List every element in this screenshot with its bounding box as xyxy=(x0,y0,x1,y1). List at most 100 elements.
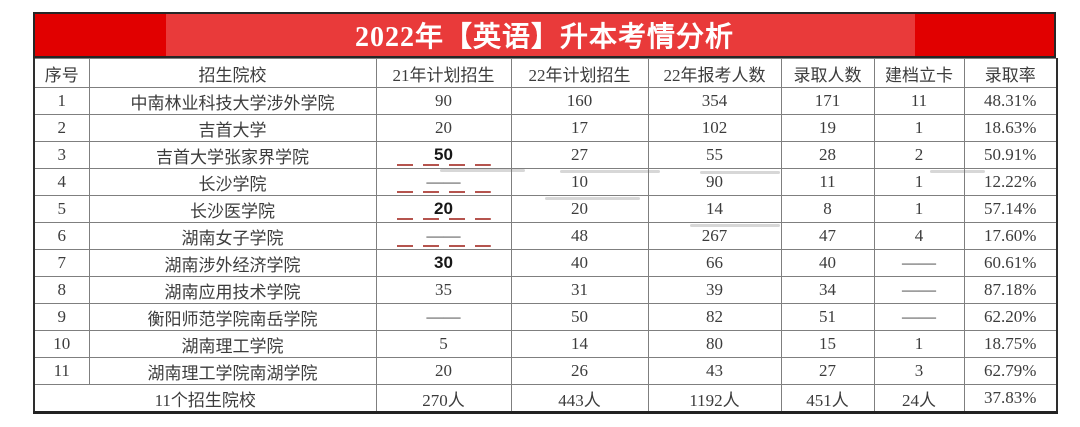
archived-card-cell: —— xyxy=(873,303,965,331)
admitted-cell: 51 xyxy=(780,303,875,331)
seq-cell: 9 xyxy=(33,303,90,331)
archived-card-cell: 1 xyxy=(873,168,965,196)
table-row: 11 湖南理工学院南湖学院 20 26 43 27 3 62.79% xyxy=(33,357,1058,385)
archived-card-cell: 3 xyxy=(873,357,965,385)
admitted-cell: 171 xyxy=(780,87,875,115)
total-row: 11个招生院校 270人 443人 1192人 451人 24人 37.83% xyxy=(33,384,1058,414)
admission-rate-cell: 18.63% xyxy=(963,114,1058,142)
col-header-plan-2022: 22年计划招生 xyxy=(510,58,649,88)
title-banner: 2022年【英语】升本考情分析 xyxy=(33,12,1056,58)
applicants-2022-cell: 43 xyxy=(647,357,782,385)
archived-card-cell: 1 xyxy=(873,114,965,142)
school-cell: 湖南涉外经济学院 xyxy=(88,249,377,277)
col-header-admission-rate: 录取率 xyxy=(963,58,1058,88)
page-title: 2022年【英语】升本考情分析 xyxy=(354,22,734,53)
admitted-cell: 28 xyxy=(780,141,875,169)
plan-2021-cell: —— xyxy=(375,168,512,196)
col-header-admitted: 录取人数 xyxy=(780,58,875,88)
plan-2022-cell: 10 xyxy=(510,168,649,196)
plan-2021-cell: —— xyxy=(375,303,512,331)
archived-card-cell: 1 xyxy=(873,330,965,358)
plan-2021-cell: 20 xyxy=(375,114,512,142)
total-plan-2021-cell: 270人 xyxy=(375,384,512,414)
seq-cell: 8 xyxy=(33,276,90,304)
school-cell: 湖南女子学院 xyxy=(88,222,377,250)
header-row: 序号 招生院校 21年计划招生 22年计划招生 22年报考人数 录取人数 建档立… xyxy=(33,58,1058,88)
total-plan-2022-cell: 443人 xyxy=(510,384,649,414)
applicants-2022-cell: 82 xyxy=(647,303,782,331)
applicants-2022-cell: 80 xyxy=(647,330,782,358)
plan-2022-cell: 50 xyxy=(510,303,649,331)
admitted-cell: 27 xyxy=(780,357,875,385)
admitted-cell: 47 xyxy=(780,222,875,250)
exam-analysis-sheet: 2022年【英语】升本考情分析 序号 招生院校 21年计划招生 22年计划招生 … xyxy=(33,12,1058,414)
table-row: 5 长沙医学院 20 20 14 8 1 57.14% xyxy=(33,195,1058,223)
table-header: 序号 招生院校 21年计划招生 22年计划招生 22年报考人数 录取人数 建档立… xyxy=(33,58,1058,88)
archived-card-cell: 2 xyxy=(873,141,965,169)
school-cell: 衡阳师范学院南岳学院 xyxy=(88,303,377,331)
table-row: 4 长沙学院 —— 10 90 11 1 12.22% xyxy=(33,168,1058,196)
school-cell: 吉首大学张家界学院 xyxy=(88,141,377,169)
total-archived-card-cell: 24人 xyxy=(873,384,965,414)
table-row: 3 吉首大学张家界学院 50 27 55 28 2 50.91% xyxy=(33,141,1058,169)
admission-rate-cell: 48.31% xyxy=(963,87,1058,115)
table-row: 2 吉首大学 20 17 102 19 1 18.63% xyxy=(33,114,1058,142)
table-body: 1 中南林业科技大学涉外学院 90 160 354 171 11 48.31% 2 吉首大学 20 1… xyxy=(33,87,1058,385)
archived-card-cell: 1 xyxy=(873,195,965,223)
col-header-archived-card: 建档立卡 xyxy=(873,58,965,88)
table-row: 1 中南林业科技大学涉外学院 90 160 354 171 11 48.31% xyxy=(33,87,1058,115)
admission-rate-cell: 60.61% xyxy=(963,249,1058,277)
plan-2021-cell: —— xyxy=(375,222,512,250)
archived-card-cell: 11 xyxy=(873,87,965,115)
table-row: 7 湖南涉外经济学院 30 40 66 40 —— 60.61% xyxy=(33,249,1058,277)
total-admission-rate-cell: 37.83% xyxy=(963,384,1058,414)
applicants-2022-cell: 354 xyxy=(647,87,782,115)
school-cell: 湖南应用技术学院 xyxy=(88,276,377,304)
applicants-2022-cell: 55 xyxy=(647,141,782,169)
plan-2022-cell: 20 xyxy=(510,195,649,223)
plan-2022-cell: 40 xyxy=(510,249,649,277)
plan-2022-cell: 26 xyxy=(510,357,649,385)
plan-2021-cell: 35 xyxy=(375,276,512,304)
applicants-2022-cell: 102 xyxy=(647,114,782,142)
admission-rate-cell: 50.91% xyxy=(963,141,1058,169)
admitted-cell: 34 xyxy=(780,276,875,304)
seq-cell: 11 xyxy=(33,357,90,385)
school-cell: 中南林业科技大学涉外学院 xyxy=(88,87,377,115)
plan-2022-cell: 31 xyxy=(510,276,649,304)
plan-2021-cell: 5 xyxy=(375,330,512,358)
plan-2022-cell: 14 xyxy=(510,330,649,358)
admitted-cell: 40 xyxy=(780,249,875,277)
seq-cell: 3 xyxy=(33,141,90,169)
col-header-seq: 序号 xyxy=(33,58,90,88)
applicants-2022-cell: 90 xyxy=(647,168,782,196)
applicants-2022-cell: 14 xyxy=(647,195,782,223)
col-header-applicants-2022: 22年报考人数 xyxy=(647,58,782,88)
admitted-cell: 11 xyxy=(780,168,875,196)
archived-card-cell: —— xyxy=(873,249,965,277)
total-applicants-2022-cell: 1192人 xyxy=(647,384,782,414)
seq-cell: 4 xyxy=(33,168,90,196)
applicants-2022-cell: 39 xyxy=(647,276,782,304)
admitted-cell: 15 xyxy=(780,330,875,358)
plan-2022-cell: 27 xyxy=(510,141,649,169)
table-row: 10 湖南理工学院 5 14 80 15 1 18.75% xyxy=(33,330,1058,358)
total-admitted-cell: 451人 xyxy=(780,384,875,414)
seq-cell: 1 xyxy=(33,87,90,115)
admission-rate-cell: 57.14% xyxy=(963,195,1058,223)
plan-2021-cell: 30 xyxy=(375,249,512,277)
seq-cell: 2 xyxy=(33,114,90,142)
admission-rate-cell: 62.20% xyxy=(963,303,1058,331)
table-row: 9 衡阳师范学院南岳学院 —— 50 82 51 —— 62.20% xyxy=(33,303,1058,331)
admission-rate-cell: 62.79% xyxy=(963,357,1058,385)
banner-dark-segment-right xyxy=(915,14,1054,56)
total-label-cell: 11个招生院校 xyxy=(33,384,377,414)
admission-table: 序号 招生院校 21年计划招生 22年计划招生 22年报考人数 录取人数 建档立… xyxy=(33,58,1058,414)
admission-rate-cell: 12.22% xyxy=(963,168,1058,196)
banner-dark-segment-left xyxy=(35,14,166,56)
table-row: 8 湖南应用技术学院 35 31 39 34 —— 87.18% xyxy=(33,276,1058,304)
seq-cell: 5 xyxy=(33,195,90,223)
admission-rate-cell: 18.75% xyxy=(963,330,1058,358)
col-header-plan-2021: 21年计划招生 xyxy=(375,58,512,88)
seq-cell: 6 xyxy=(33,222,90,250)
